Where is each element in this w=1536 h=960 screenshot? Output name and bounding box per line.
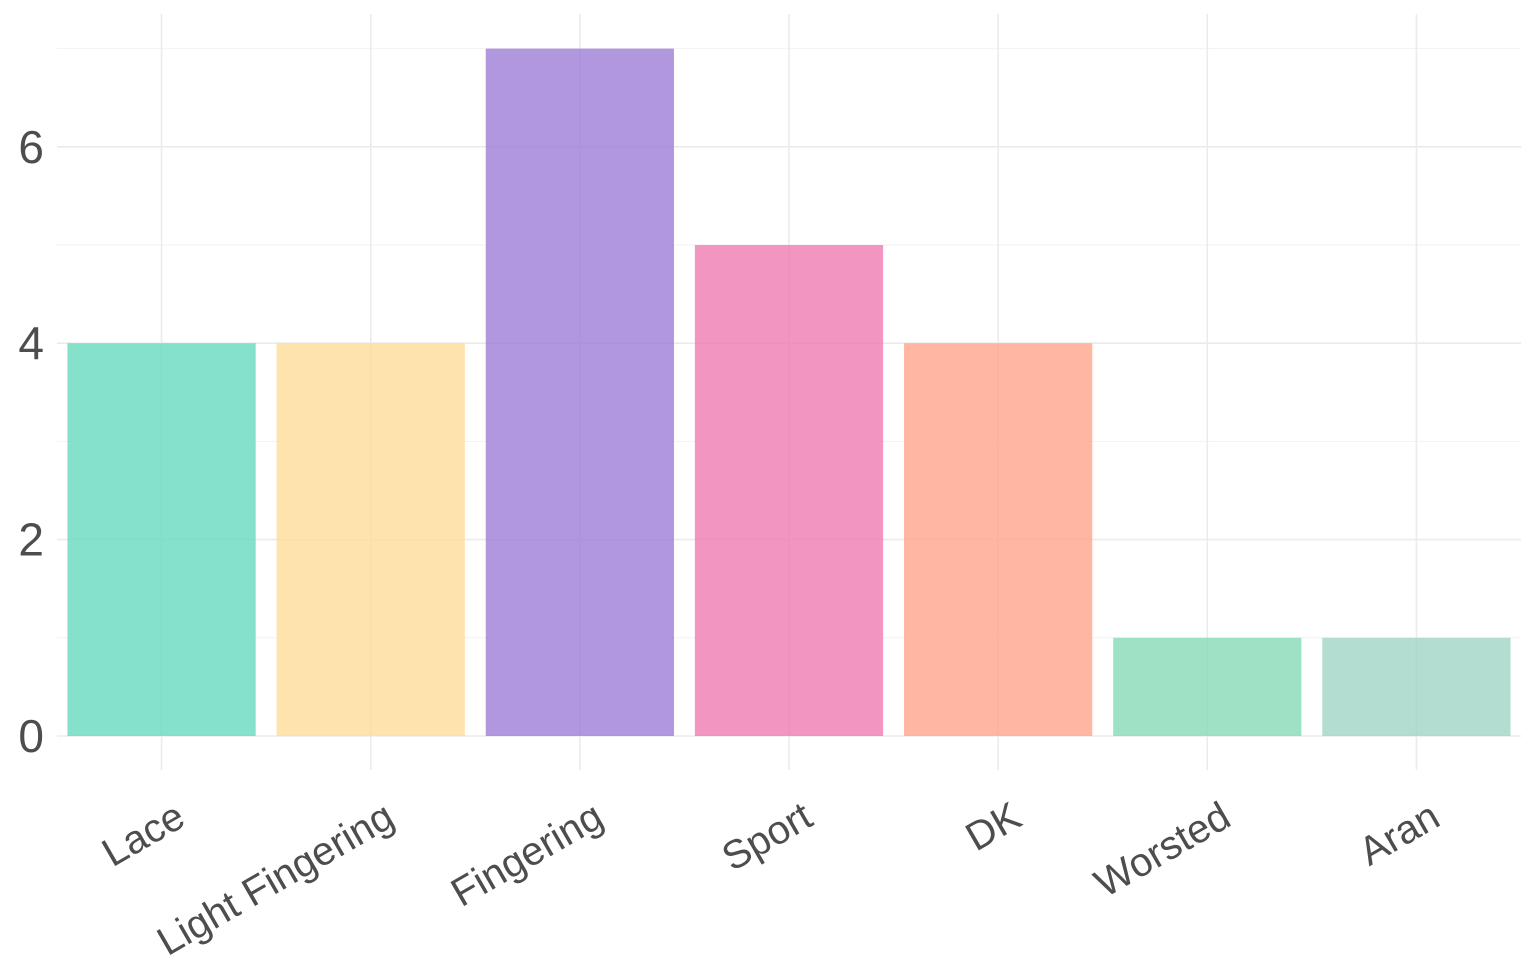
- bars: [67, 48, 1511, 737]
- y-tick-label: 6: [18, 121, 44, 173]
- y-tick-label: 0: [18, 710, 44, 762]
- bar-aran: [1322, 637, 1511, 736]
- bar-fingering: [485, 48, 674, 737]
- bar-lace: [67, 343, 256, 736]
- bar-sport: [694, 245, 884, 736]
- y-tick-label: 4: [18, 317, 44, 369]
- x-tick-label: Light Fingering: [150, 794, 401, 960]
- x-tick-label: Sport: [715, 794, 820, 880]
- y-tick-label: 2: [18, 514, 44, 566]
- x-tick-label: Aran: [1352, 794, 1447, 874]
- x-tick-label: Fingering: [444, 794, 610, 915]
- y-axis-tick-labels: 0 2 4 6: [18, 121, 44, 762]
- bar-dk: [904, 343, 1093, 736]
- x-tick-label: DK: [959, 794, 1029, 860]
- x-tick-label: Lace: [95, 794, 192, 875]
- x-tick-label: Worsted: [1087, 794, 1237, 906]
- bar-worsted: [1113, 637, 1302, 736]
- bar-light-fingering: [276, 343, 465, 736]
